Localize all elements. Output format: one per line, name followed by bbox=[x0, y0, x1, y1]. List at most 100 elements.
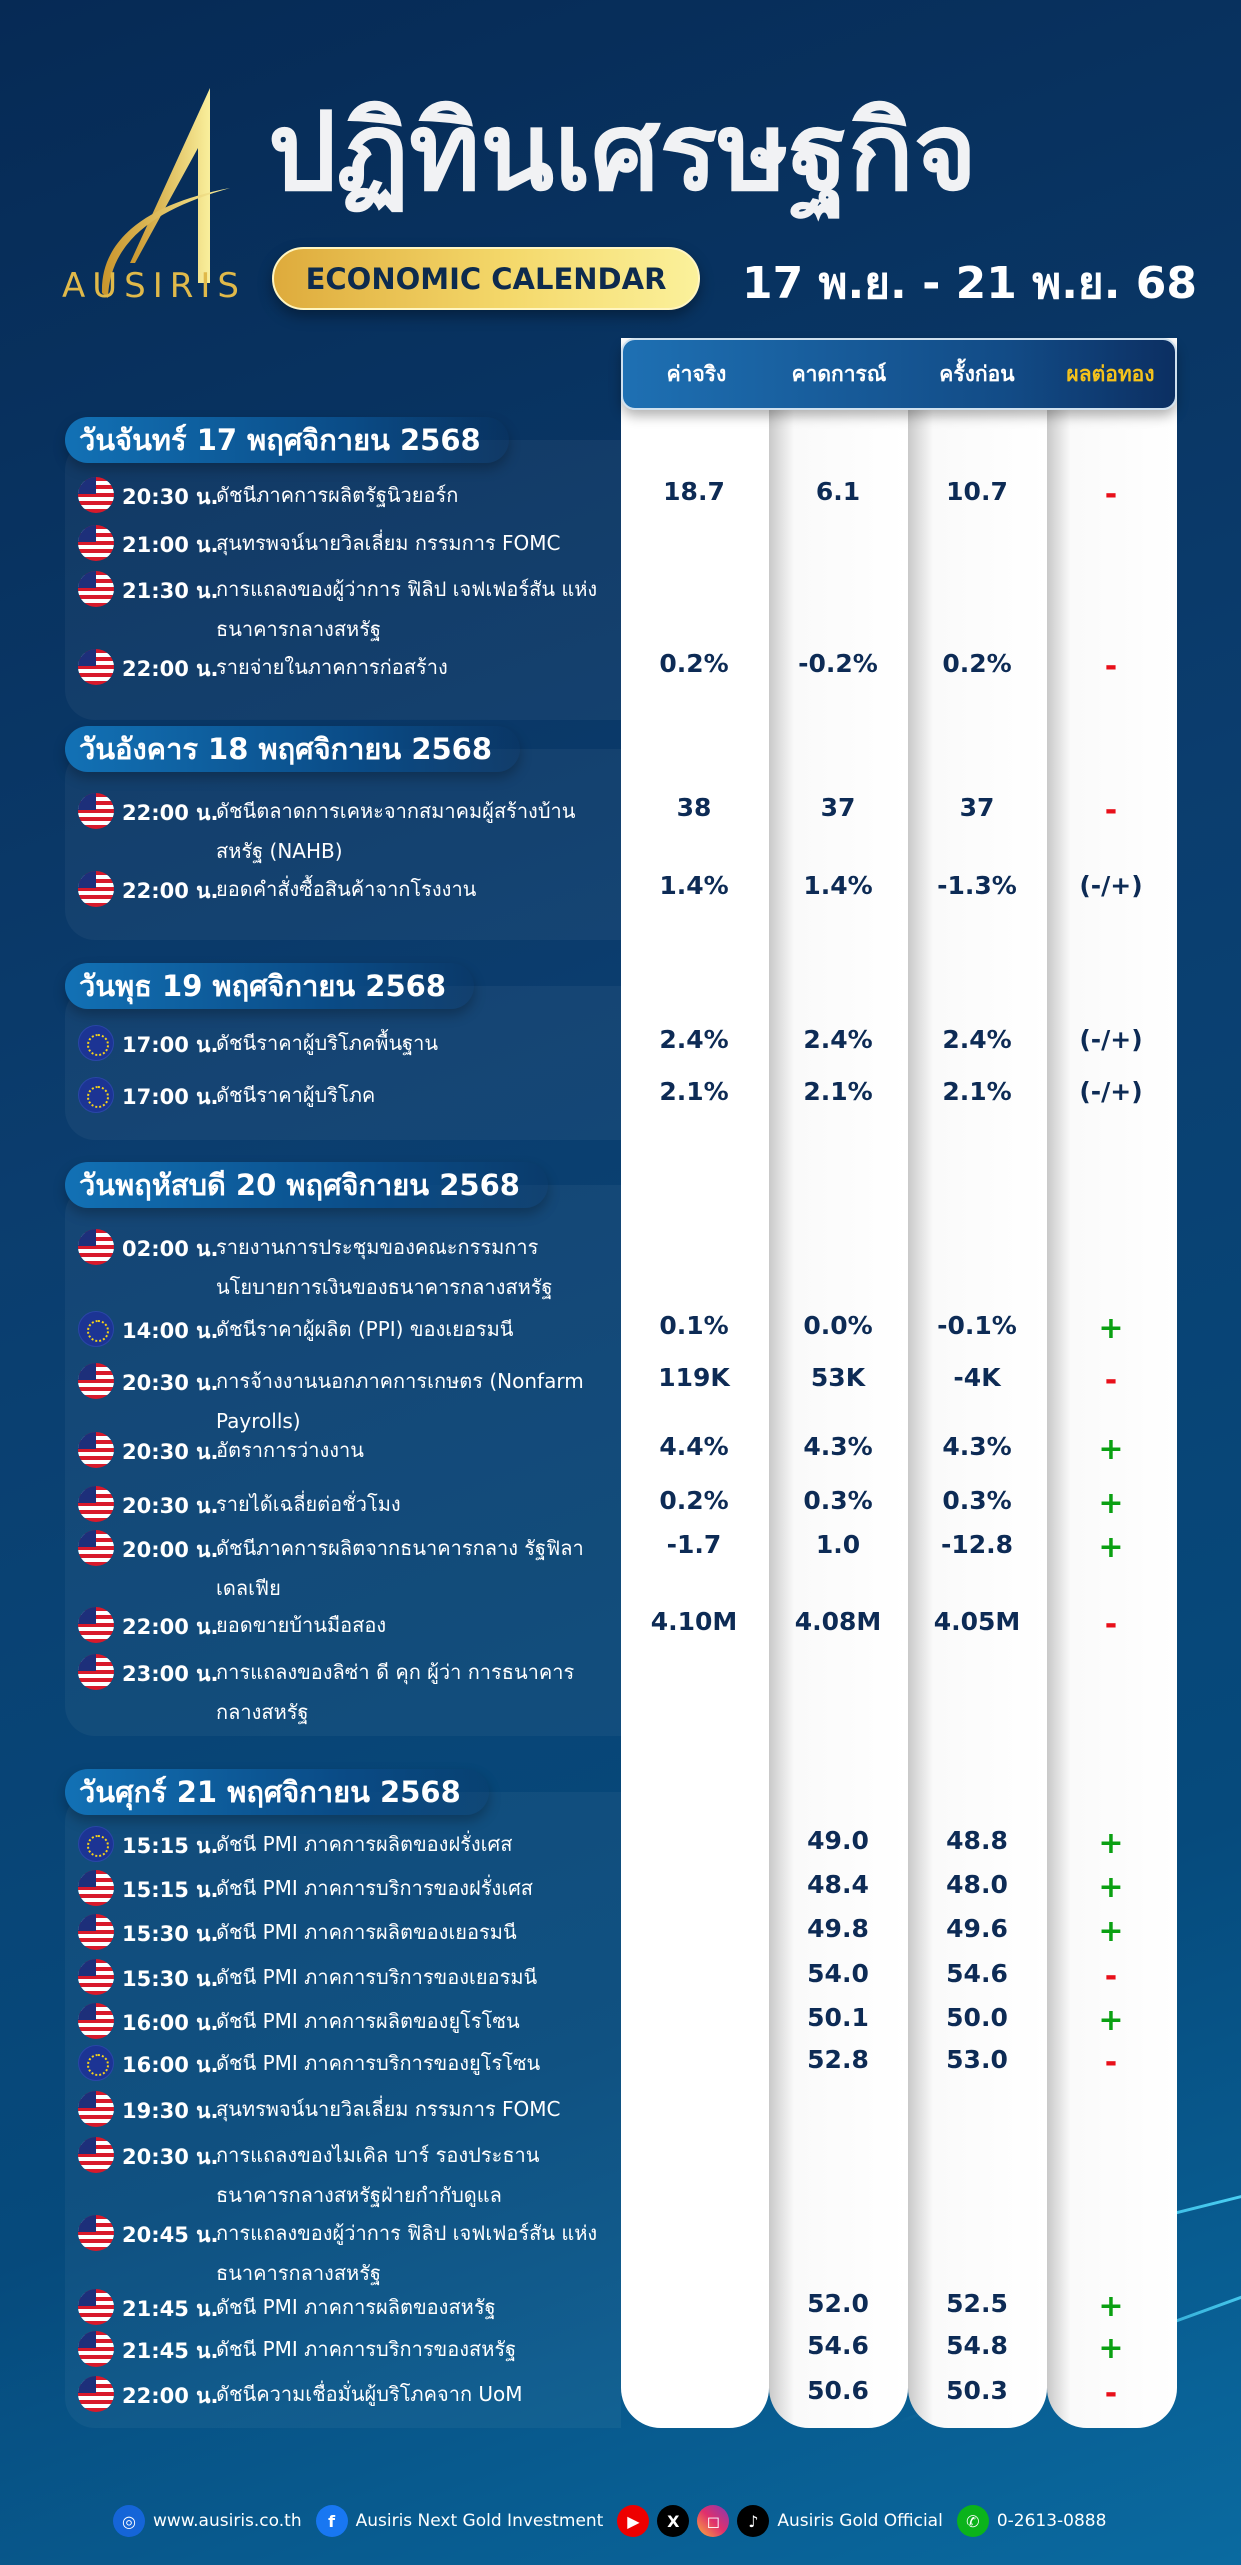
previous-value: 0.3% bbox=[942, 1486, 1012, 1515]
event-time: 21:45 น. bbox=[122, 2339, 219, 2363]
event-name: การแถลงของลิซ่า ดี คุก ผู้ว่า การธนาคารก… bbox=[216, 1660, 575, 1724]
event-time: 17:00 น. bbox=[122, 1033, 219, 1057]
us-flag-icon bbox=[78, 1486, 114, 1522]
event-time: 19:30 น. bbox=[122, 2099, 219, 2123]
us-flag-icon bbox=[78, 649, 114, 685]
impact-value: - bbox=[1104, 649, 1118, 684]
us-flag-icon bbox=[78, 1914, 114, 1950]
event-name: ดัชนีราคาผู้บริโภคพื้นฐาน bbox=[216, 1031, 439, 1055]
impact-value: - bbox=[1104, 1607, 1118, 1642]
instagram-icon[interactable]: ◻ bbox=[697, 2505, 730, 2537]
forecast-value: 49.0 bbox=[807, 1826, 869, 1855]
forecast-value: 0.0% bbox=[803, 1311, 873, 1340]
us-flag-icon bbox=[78, 2289, 114, 2325]
event-name: ดัชนีภาคการผลิตจากธนาคารกลาง รัฐฟิลาเดลเ… bbox=[216, 1536, 584, 1600]
actual-column bbox=[621, 338, 769, 2428]
forecast-value: 1.4% bbox=[803, 871, 873, 900]
impact-value: - bbox=[1104, 793, 1118, 828]
us-flag-icon bbox=[78, 1530, 114, 1566]
previous-value: 10.7 bbox=[946, 477, 1008, 506]
event-name: รายได้เฉลี่ยต่อชั่วโมง bbox=[216, 1492, 401, 1516]
previous-value: 52.5 bbox=[946, 2289, 1008, 2318]
event-name: ดัชนี PMI ภาคการบริการของเยอรมนี bbox=[216, 1965, 538, 1989]
impact-value: (-/+) bbox=[1079, 1077, 1143, 1106]
event-time: 21:45 น. bbox=[122, 2297, 219, 2321]
previous-value: 2.4% bbox=[942, 1025, 1012, 1054]
impact-value: + bbox=[1098, 1311, 1124, 1346]
website-link[interactable]: www.ausiris.co.th bbox=[153, 2511, 302, 2531]
forecast-value: 2.4% bbox=[803, 1025, 873, 1054]
previous-value: 48.0 bbox=[946, 1870, 1008, 1899]
day-section bbox=[65, 1792, 621, 2428]
event-time: 15:15 น. bbox=[122, 1878, 219, 1902]
event-name: ดัชนี PMI ภาคการผลิตของยูโรโซน bbox=[216, 2009, 520, 2033]
us-flag-icon bbox=[78, 2137, 114, 2173]
phone-number[interactable]: 0-2613-0888 bbox=[996, 2511, 1107, 2531]
previous-value: 54.8 bbox=[946, 2331, 1008, 2360]
us-flag-icon bbox=[78, 871, 114, 907]
forecast-value: 50.1 bbox=[807, 2003, 869, 2032]
facebook-link[interactable]: Ausiris Next Gold Investment bbox=[355, 2511, 604, 2531]
us-flag-icon bbox=[78, 2215, 114, 2251]
event-name: ดัชนีความเชื่อมั่นผู้บริโภคจาก UoM bbox=[216, 2382, 523, 2406]
us-flag-icon bbox=[78, 1607, 114, 1643]
day-header: วันศุกร์ 21 พฤศจิกายน 2568 bbox=[65, 1769, 489, 1815]
event-time: 22:00 น. bbox=[122, 2384, 219, 2408]
event-name: ดัชนีตลาดการเคหะจากสมาคมผู้สร้างบ้าน สหร… bbox=[216, 799, 576, 863]
forecast-value: 48.4 bbox=[807, 1870, 869, 1899]
forecast-value: 2.1% bbox=[803, 1077, 873, 1106]
us-flag-icon bbox=[78, 2091, 114, 2127]
event-time: 20:00 น. bbox=[122, 1538, 219, 1562]
facebook-icon[interactable]: f bbox=[315, 2505, 348, 2537]
x-icon[interactable]: X bbox=[657, 2505, 690, 2537]
eu-flag-icon bbox=[78, 1077, 114, 1113]
us-flag-icon bbox=[78, 1870, 114, 1906]
social-handle[interactable]: Ausiris Gold Official bbox=[777, 2511, 943, 2531]
event-time: 22:00 น. bbox=[122, 879, 219, 903]
actual-value: 38 bbox=[676, 793, 712, 822]
previous-value: 49.6 bbox=[946, 1914, 1008, 1943]
event-name: การแถลงของผู้ว่าการ ฟิลิป เจฟเฟอร์สัน แห… bbox=[216, 577, 598, 641]
event-name: ดัชนีภาคการผลิตรัฐนิวยอร์ก bbox=[216, 483, 459, 507]
eu-flag-icon bbox=[78, 2045, 114, 2081]
event-time: 22:00 น. bbox=[122, 1615, 219, 1639]
forecast-value: 52.0 bbox=[807, 2289, 869, 2318]
us-flag-icon bbox=[78, 571, 114, 607]
day-section bbox=[65, 986, 621, 1140]
previous-value: 54.6 bbox=[946, 1959, 1008, 1988]
youtube-icon[interactable]: ▶ bbox=[617, 2505, 650, 2537]
event-name: ดัชนี PMI ภาคการผลิตของสหรัฐ bbox=[216, 2295, 496, 2319]
impact-value: + bbox=[1098, 1486, 1124, 1521]
day-header: วันจันทร์ 17 พฤศจิกายน 2568 bbox=[65, 417, 509, 463]
forecast-value: 1.0 bbox=[815, 1530, 861, 1559]
impact-value: - bbox=[1104, 2045, 1118, 2080]
date-range: 17 พ.ย. - 21 พ.ย. 68 bbox=[742, 258, 1197, 309]
forecast-value: 53K bbox=[810, 1363, 866, 1392]
forecast-value: 50.6 bbox=[807, 2376, 869, 2405]
previous-value: 37 bbox=[959, 793, 995, 822]
actual-value: 2.1% bbox=[659, 1077, 729, 1106]
impact-value: + bbox=[1098, 1914, 1124, 1949]
subtitle-badge: ECONOMIC CALENDAR bbox=[272, 247, 700, 310]
impact-value: + bbox=[1098, 2331, 1124, 2366]
event-name: ยอดขายบ้านมือสอง bbox=[216, 1613, 387, 1637]
event-time: 02:00 น. bbox=[122, 1237, 219, 1261]
event-name: การแถลงของไมเคิล บาร์ รองประธาน ธนาคารกล… bbox=[216, 2143, 540, 2207]
impact-value: + bbox=[1098, 1826, 1124, 1861]
actual-value: 1.4% bbox=[659, 871, 729, 900]
event-time: 20:45 น. bbox=[122, 2223, 219, 2247]
header-impact: ผลต่อทอง bbox=[1066, 361, 1155, 386]
forecast-value: 0.3% bbox=[803, 1486, 873, 1515]
day-section bbox=[65, 749, 621, 940]
day-header: วันพฤหัสบดี 20 พฤศจิกายน 2568 bbox=[65, 1162, 548, 1208]
forecast-value: 54.0 bbox=[807, 1959, 869, 1988]
event-time: 17:00 น. bbox=[122, 1085, 219, 1109]
event-name: ดัชนี PMI ภาคการบริการของสหรัฐ bbox=[216, 2337, 517, 2361]
us-flag-icon bbox=[78, 2003, 114, 2039]
us-flag-icon bbox=[78, 2376, 114, 2412]
event-time: 20:30 น. bbox=[122, 1494, 219, 1518]
event-name: สุนทรพจน์นายวิลเลี่ยม กรรมการ FOMC bbox=[216, 2097, 561, 2121]
tiktok-icon[interactable]: ♪ bbox=[737, 2505, 770, 2537]
eu-flag-icon bbox=[78, 1025, 114, 1061]
page-title: ปฏิทินเศรษฐกิจ bbox=[268, 90, 978, 215]
